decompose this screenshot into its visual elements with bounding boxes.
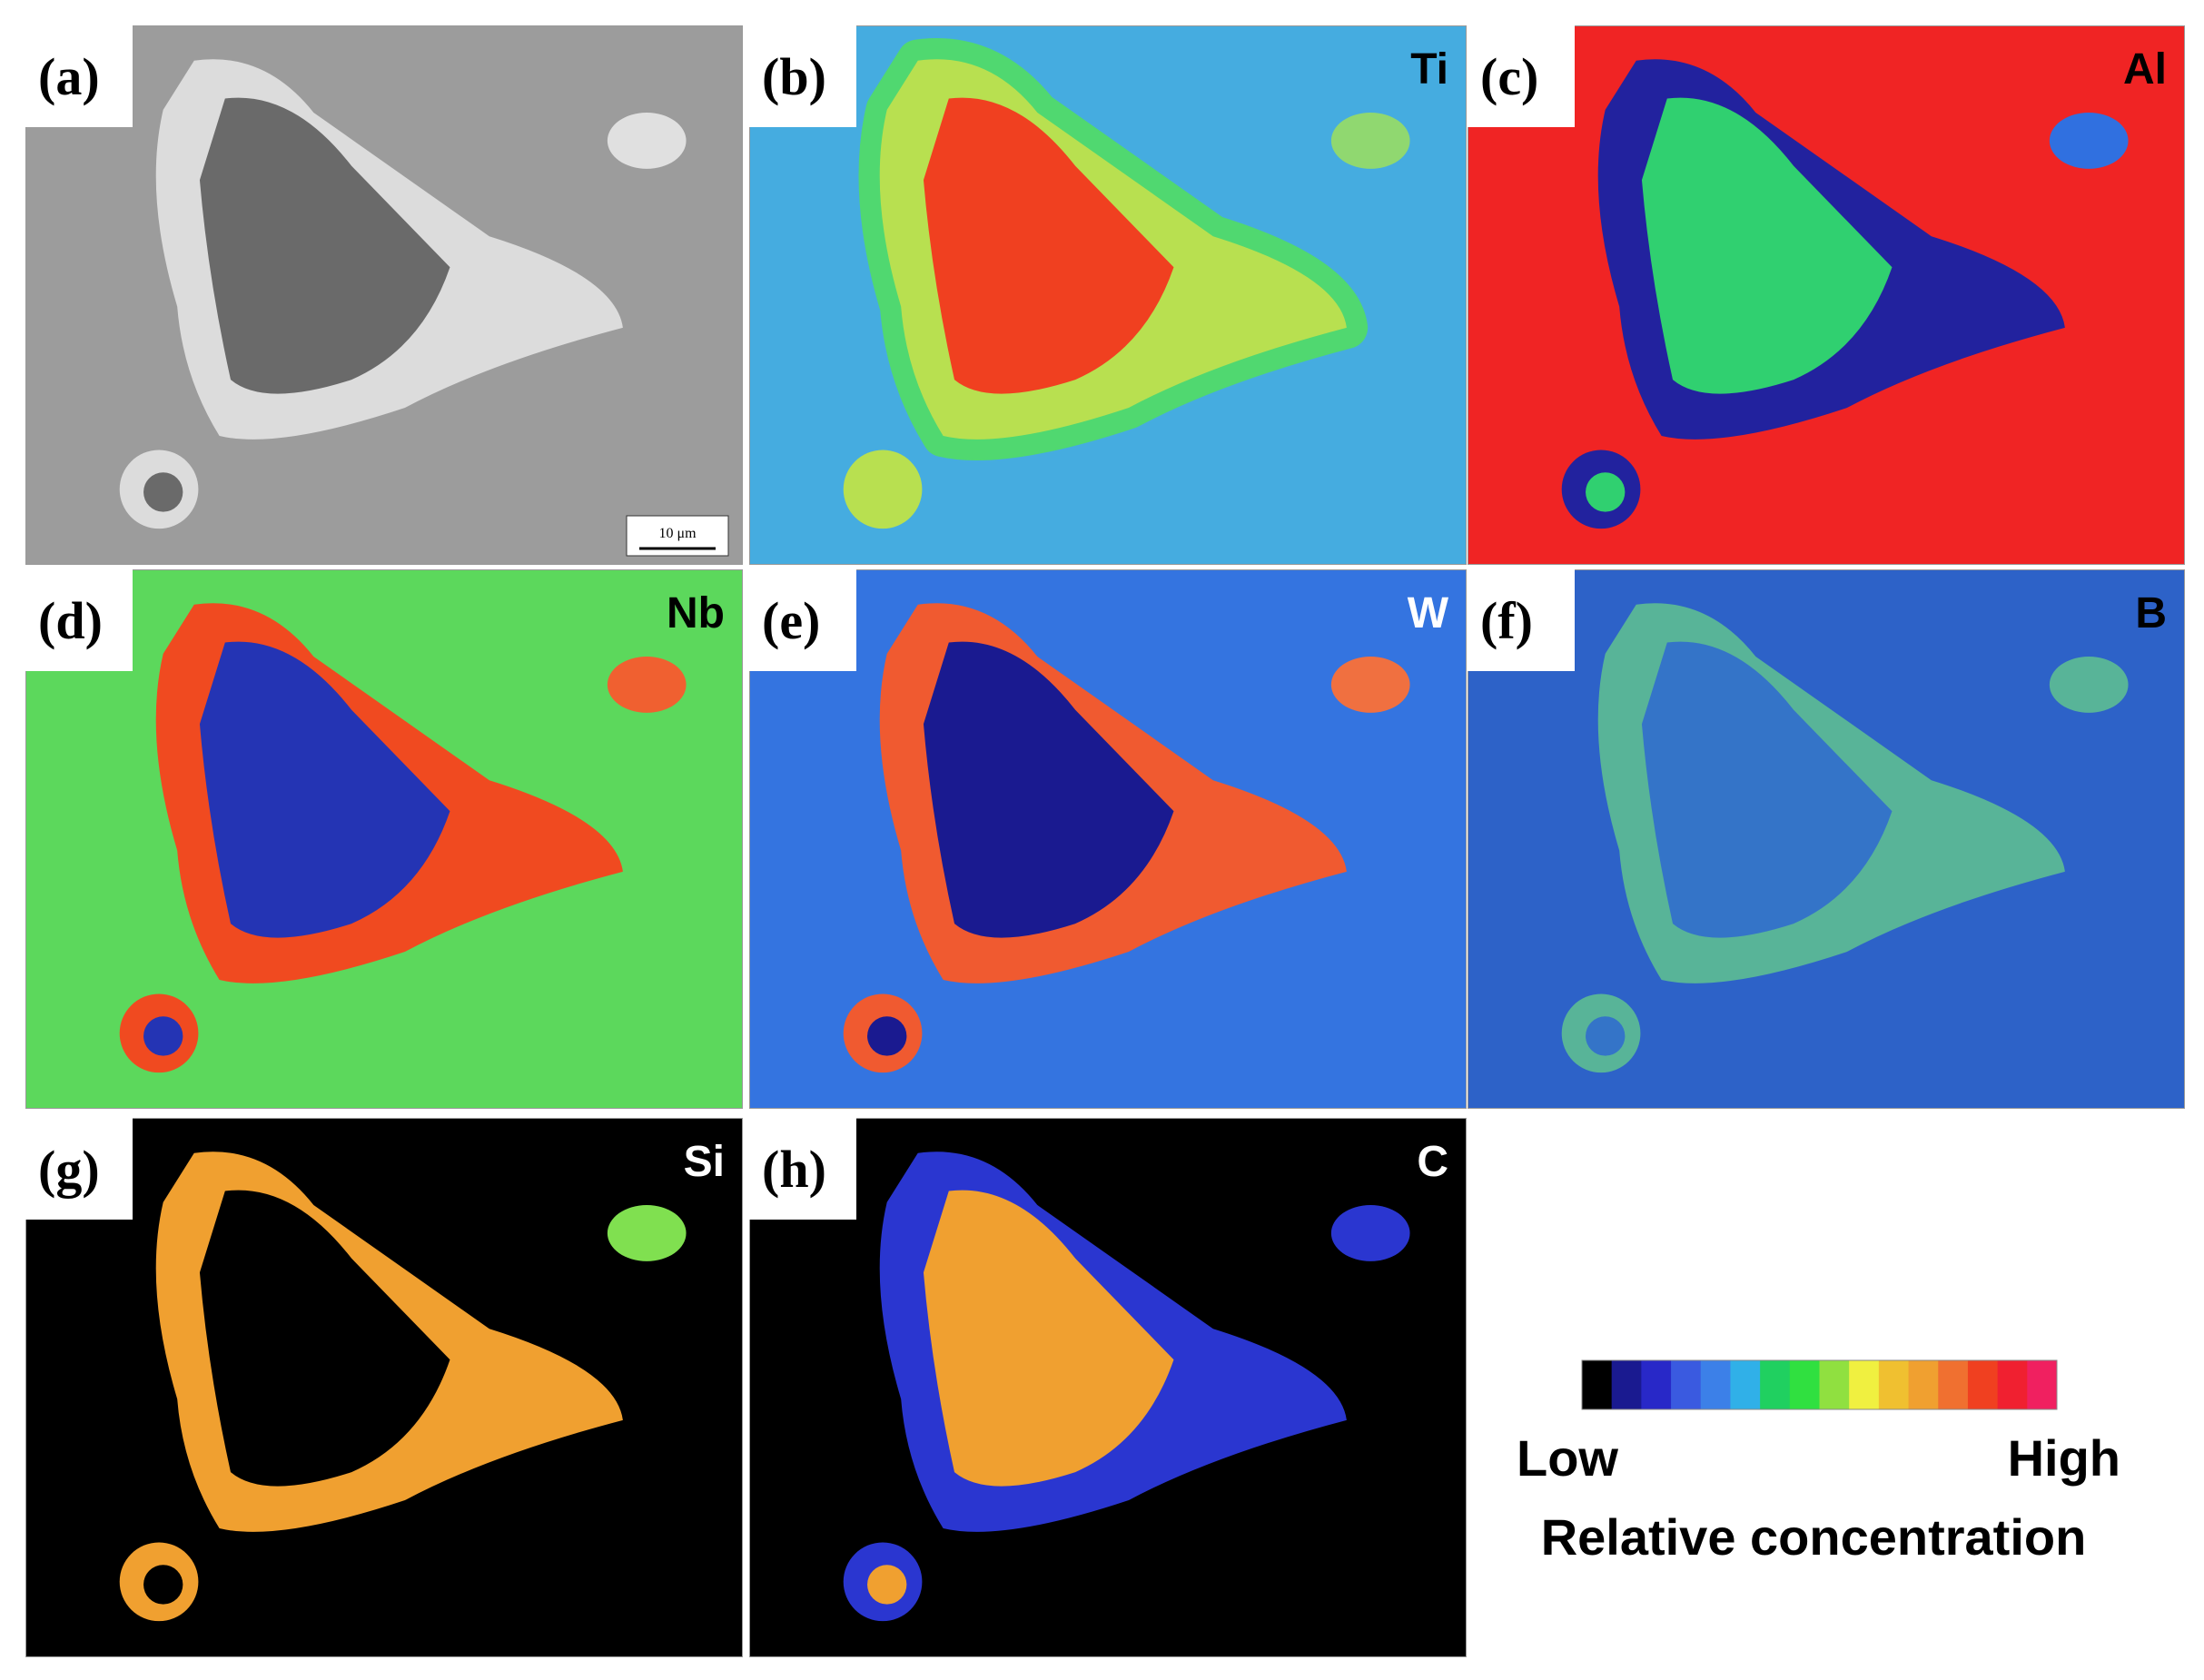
scale-bar-label: 10 μm — [658, 526, 697, 541]
legend-title: Relative concentration — [1541, 1508, 2087, 1566]
colorbar-swatch — [1611, 1360, 1642, 1409]
particle-core — [1641, 641, 1893, 938]
colorbar — [1581, 1359, 2058, 1410]
particle — [119, 1151, 687, 1622]
panel: (h) C — [749, 1118, 1467, 1657]
element-label: Al — [2123, 45, 2167, 94]
side-particle — [1330, 1204, 1410, 1261]
side-particle — [1330, 656, 1410, 713]
colorbar-swatch — [1641, 1360, 1672, 1409]
colorbar-swatch — [1819, 1360, 1850, 1409]
panel-label: (g) — [38, 1140, 100, 1199]
particle — [1561, 59, 2129, 529]
panel-label: (e) — [762, 591, 820, 650]
panel-label: (c) — [1480, 47, 1538, 106]
panel: (f) B — [1468, 569, 2185, 1109]
panel-label: (a) — [38, 47, 100, 106]
panel-label: (h) — [762, 1140, 826, 1199]
colorbar-swatch — [2027, 1360, 2058, 1409]
colorbar-swatch — [1760, 1360, 1791, 1409]
label-box — [1468, 25, 1575, 127]
legend-low: Low — [1517, 1429, 1618, 1487]
panel: (c) Al — [1468, 25, 2185, 565]
particle — [843, 1151, 1410, 1622]
small-particle-core — [1586, 1016, 1626, 1056]
small-particle-core — [867, 1565, 907, 1605]
side-particle — [2049, 656, 2129, 713]
small-particle-core — [867, 472, 907, 512]
colorbar-swatch — [1730, 1360, 1761, 1409]
particle-core — [923, 1190, 1174, 1487]
particle-core — [199, 1190, 450, 1487]
colorbar-swatch — [1849, 1360, 1880, 1409]
small-particle-core — [867, 1016, 907, 1056]
element-label: B — [2135, 589, 2167, 637]
small-particle-core — [143, 1565, 183, 1605]
particle-core — [1641, 97, 1893, 394]
panel-label: (b) — [762, 47, 826, 106]
panel: (d) Nb — [25, 569, 743, 1109]
colorbar-swatch — [1997, 1360, 2028, 1409]
small-particle-core — [1586, 472, 1626, 512]
panel: (e) W — [749, 569, 1467, 1109]
legend-high: High — [2008, 1429, 2120, 1487]
side-particle — [607, 1204, 687, 1261]
colorbar-swatch — [1938, 1360, 1969, 1409]
particle-core — [923, 97, 1174, 394]
particle — [843, 38, 1410, 529]
element-label: Nb — [667, 589, 725, 637]
panel-label: (d) — [38, 591, 103, 650]
panel: (g) Si — [25, 1118, 743, 1657]
particle-core — [923, 641, 1174, 938]
colorbar-legend: Low High Relative concentration — [1517, 1359, 2120, 1566]
label-box — [749, 25, 856, 127]
element-label: Ti — [1410, 45, 1448, 94]
label-box — [25, 25, 133, 127]
colorbar-swatch — [1908, 1360, 1939, 1409]
small-particle-core — [143, 1016, 183, 1056]
particle — [1561, 603, 2129, 1073]
colorbar-swatch — [1582, 1360, 1613, 1409]
colorbar-swatch — [1671, 1360, 1702, 1409]
label-box — [1468, 569, 1575, 671]
colorbar-swatch — [1789, 1360, 1820, 1409]
element-label: Si — [684, 1138, 725, 1186]
particle — [119, 59, 687, 529]
side-particle — [1330, 112, 1410, 169]
small-particle-core — [143, 472, 183, 512]
particle-core — [199, 97, 450, 394]
element-label: W — [1408, 589, 1449, 637]
label-box — [749, 1118, 856, 1220]
panel-label: (f) — [1480, 591, 1533, 650]
side-particle — [607, 112, 687, 169]
element-label: C — [1417, 1138, 1448, 1186]
particle — [843, 603, 1410, 1073]
label-box — [25, 569, 133, 671]
colorbar-swatch — [1967, 1360, 1999, 1409]
side-particle — [2049, 112, 2129, 169]
colorbar-frame — [1581, 1359, 2058, 1410]
label-box — [25, 1118, 133, 1220]
particle — [119, 603, 687, 1073]
side-particle — [607, 656, 687, 713]
colorbar-swatch — [1878, 1360, 1910, 1409]
label-box — [749, 569, 856, 671]
panel: (b) Ti — [749, 25, 1467, 565]
panel: (a) 10 μm — [25, 25, 743, 565]
particle-core — [199, 641, 450, 938]
colorbar-swatch — [1700, 1360, 1731, 1409]
